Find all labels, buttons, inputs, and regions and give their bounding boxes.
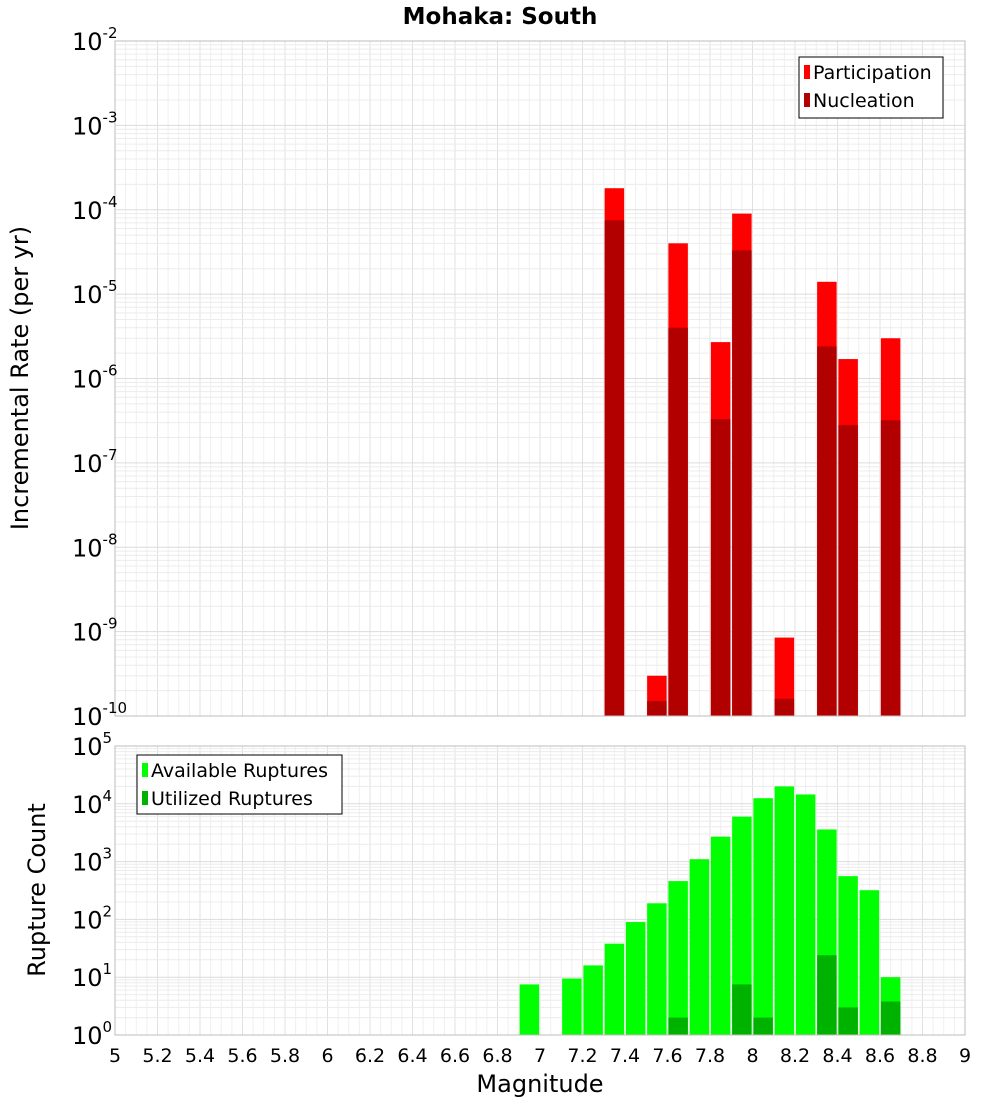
bar-utilized-ruptures <box>732 984 752 1035</box>
x-tick-label: 5.8 <box>270 1045 300 1067</box>
x-tick-label: 7 <box>534 1045 546 1067</box>
x-tick-label: 6.6 <box>440 1045 470 1067</box>
x-tick-label: 5.6 <box>227 1045 257 1067</box>
legend-swatch <box>804 93 810 107</box>
y-tick-label: 102 <box>72 902 112 934</box>
x-tick-label: 9 <box>959 1045 971 1067</box>
legend-box <box>798 56 944 119</box>
bar-nucleation <box>880 420 901 716</box>
chart-title: Mohaka: South <box>403 4 598 30</box>
x-tick-label: 8 <box>746 1045 758 1067</box>
x-axis-title: Magnitude <box>476 1070 603 1098</box>
counts-panel: 100 101 102 103 104 105 Rupture Count 5 5.2 5.4 5.… <box>23 729 971 1098</box>
bar-utilized-ruptures <box>880 1001 901 1035</box>
bar-available-ruptures <box>753 798 773 1035</box>
y-tick-label: 105 <box>72 729 112 761</box>
bar-utilized-ruptures <box>668 1017 688 1035</box>
bar-nucleation <box>774 698 795 716</box>
x-tick-label: 8.4 <box>822 1045 852 1067</box>
x-tick-label: 7.6 <box>652 1045 682 1067</box>
bar-available-ruptures <box>838 876 858 1035</box>
rates-panel: 10-10 10-9 10-8 10-7 10-6 10-5 10-4 10-3 10-2 Inc… <box>6 24 966 731</box>
x-tick-label: 7.2 <box>567 1045 597 1067</box>
y-tick-label: 10-9 <box>72 615 118 647</box>
bar-utilized-ruptures <box>753 1017 773 1035</box>
bar-available-ruptures <box>795 794 816 1035</box>
bar-available-ruptures <box>859 890 880 1035</box>
legend-label: Participation <box>813 62 932 84</box>
x-tick-label: 7.8 <box>695 1045 725 1067</box>
bar-nucleation <box>668 327 688 716</box>
bar-utilized-ruptures <box>817 955 837 1035</box>
y-tick-label: 10-10 <box>72 699 127 731</box>
bar-available-ruptures <box>604 943 625 1035</box>
bar-available-ruptures <box>625 922 646 1035</box>
bar-available-ruptures <box>710 836 731 1035</box>
x-tick-label: 6.8 <box>482 1045 512 1067</box>
bar-nucleation <box>732 250 752 717</box>
x-tick-label: 6 <box>321 1045 333 1067</box>
plot-frame <box>114 745 966 1036</box>
x-tick-label: 8.8 <box>907 1045 937 1067</box>
y-tick-label: 10-4 <box>72 193 118 225</box>
bar-nucleation <box>838 425 858 716</box>
y-tick-label: 10-6 <box>72 362 118 394</box>
bar-utilized-ruptures <box>838 1007 858 1035</box>
legend-swatch <box>142 791 148 805</box>
bar-available-ruptures <box>668 881 688 1035</box>
legend-label: Available Ruptures <box>151 760 328 782</box>
y-axis-title: Rupture Count <box>23 803 51 977</box>
bar-available-ruptures <box>562 978 582 1035</box>
bar-nucleation <box>647 701 667 716</box>
bar-available-ruptures <box>732 816 752 1035</box>
y-tick-label: 10-3 <box>72 108 118 140</box>
bar-available-ruptures <box>583 965 603 1035</box>
y-tick-label: 10-7 <box>72 446 118 478</box>
x-tick-label: 6.2 <box>355 1045 385 1067</box>
legend-box <box>136 754 343 815</box>
y-axis-title: Incremental Rate (per yr) <box>6 226 34 530</box>
x-tick-label: 6.4 <box>397 1045 427 1067</box>
legend-label: Utilized Ruptures <box>151 788 313 810</box>
bar-nucleation <box>817 346 837 716</box>
x-tick-label: 8.6 <box>865 1045 895 1067</box>
y-tick-label: 101 <box>72 960 112 992</box>
x-tick-label: 5.2 <box>142 1045 172 1067</box>
legend-swatch <box>804 65 810 79</box>
plot-frame <box>114 40 966 717</box>
legend-label: Nucleation <box>813 90 915 112</box>
x-tick-label: 5 <box>109 1045 121 1067</box>
legend-swatch <box>142 763 148 777</box>
y-tick-label: 103 <box>72 845 112 877</box>
bar-nucleation <box>604 220 625 717</box>
x-tick-label: 7.4 <box>610 1045 640 1067</box>
y-tick-label: 104 <box>72 787 112 819</box>
bar-participation <box>774 637 795 716</box>
y-tick-label: 10-2 <box>72 24 118 56</box>
y-tick-label: 10-8 <box>72 530 118 562</box>
y-tick-label: 10-5 <box>72 277 118 309</box>
bar-available-ruptures <box>519 984 540 1035</box>
x-tick-label: 8.2 <box>780 1045 810 1067</box>
y-tick-label: 100 <box>72 1018 112 1050</box>
bar-available-ruptures <box>774 786 795 1035</box>
bar-available-ruptures <box>689 859 710 1035</box>
bar-available-ruptures <box>647 903 667 1035</box>
x-tick-label: 5.4 <box>185 1045 215 1067</box>
bar-nucleation <box>710 419 731 716</box>
